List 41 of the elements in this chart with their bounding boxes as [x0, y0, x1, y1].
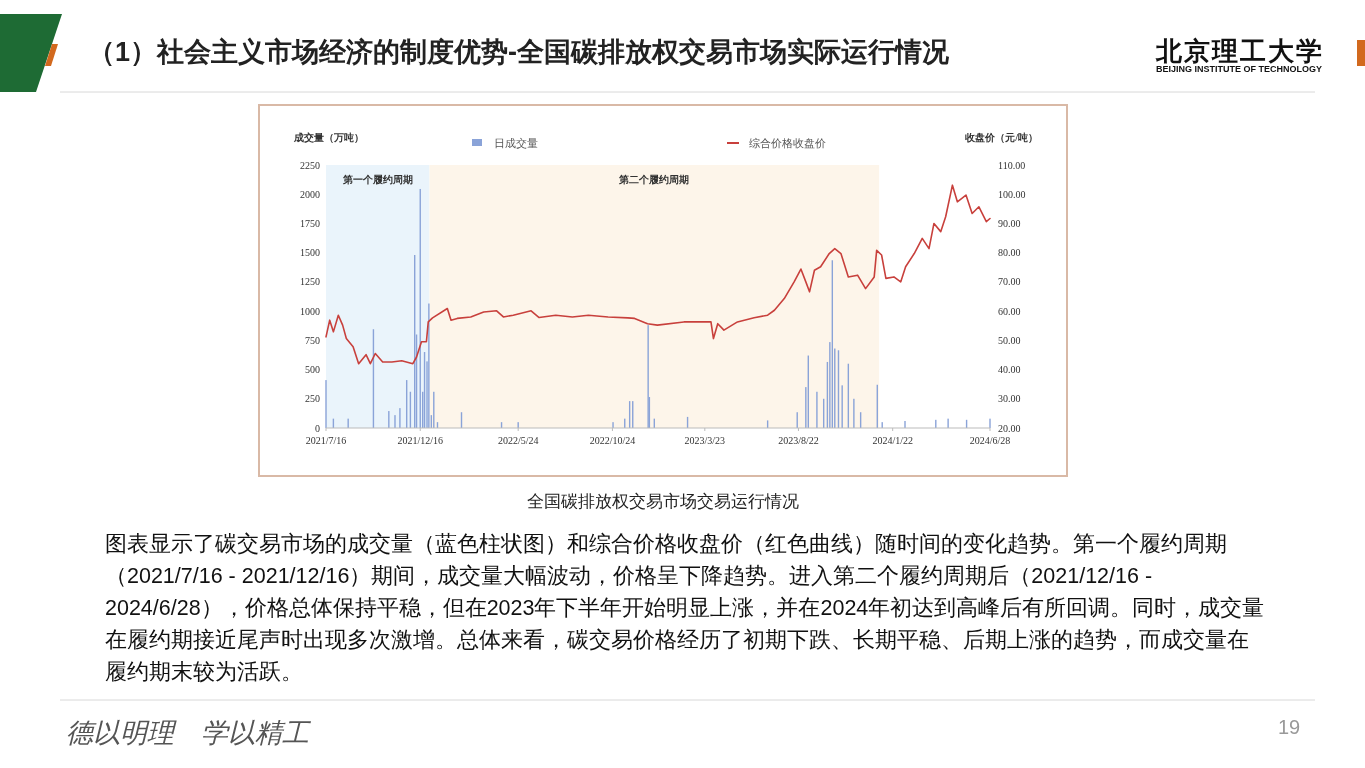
band-label: 第二个履约周期	[618, 174, 690, 185]
y-tick-label: 1000	[300, 305, 320, 317]
y-tick-label: 500	[305, 364, 320, 376]
y2-tick-label: 80.00	[998, 247, 1021, 259]
chart-title: （1）社会主义市场经济的制度优势-全国碳排放权交易市场实际运行情况	[88, 36, 950, 69]
x-tick-label: 2022/5/24	[497, 435, 539, 446]
text: 全国碳排放权交易市场交易运行情况	[526, 491, 800, 513]
y2-tick-label: 70.00	[998, 276, 1021, 288]
legend-label: 日成交量	[494, 137, 538, 149]
y-tick-label: 750	[305, 334, 320, 346]
y-tick-label: 250	[305, 393, 320, 405]
y-tick-label: 0	[315, 422, 320, 434]
line-series	[325, 184, 991, 365]
text: BEIJING INSTITUTE OF TECHNOLOGY	[1156, 64, 1323, 74]
y2-tick-label: 110.00	[998, 159, 1026, 171]
x-tick-label: 2023/8/22	[778, 435, 819, 446]
y2-tick-label: 90.00	[998, 217, 1021, 229]
y2-tick-label: 40.00	[998, 364, 1021, 376]
y2-tick-label: 60.00	[998, 305, 1021, 317]
x-tick-label: 2023/3/23	[684, 435, 726, 446]
y-tick-label: 1750	[300, 217, 320, 229]
x-tick-label: 2022/10/24	[589, 435, 636, 446]
x-tick-label: 2024/1/22	[872, 435, 913, 446]
y2-tick-label: 50.00	[998, 334, 1021, 346]
text: 图表显示了碳交易市场的成交量（蓝色柱状图）和综合价格收盘价（红色曲线）随时间的变化趋势。第一个履约周期（2021/7/16 - 2021/12/16）期间，成交量大幅波动，价格呈下降趋势。进入第二个履约周期后（2021/12/16 - 2024/6/28），价格总体保持平稳，但在2023年下半年开始明显上涨，并在2024年初达到高峰后有所回调。同时，成交量在履约期接近尾声时出现多次激增。总体来看，碳交易价格经历了初期下跌、长期平稳、后期上涨的趋势，而成交量在履约期末较为活跃。	[105, 531, 1265, 686]
y2-tick-label: 30.00	[998, 393, 1021, 405]
y-tick-label: 1500	[300, 247, 320, 259]
x-tick-label: 2024/6/28	[969, 435, 1011, 446]
y2-axis-title: 收盘价（元/吨）	[965, 132, 1038, 143]
legend-label: 综合价格收盘价	[749, 137, 826, 149]
band-label: 第一个履约周期	[341, 174, 413, 185]
y-axis-title: 成交量（万吨）	[293, 132, 364, 143]
y2-tick-label: 100.00	[998, 188, 1026, 200]
text: 19	[1278, 716, 1301, 739]
y-tick-label: 2250	[300, 159, 320, 171]
text: 德以明理 学以精工	[66, 716, 309, 750]
y-tick-label: 2000	[300, 188, 320, 200]
y2-tick-label: 20.00	[998, 422, 1021, 434]
x-tick-label: 2021/7/16	[305, 435, 347, 446]
y-tick-label: 1250	[300, 276, 320, 288]
x-tick-label: 2021/12/16	[397, 435, 444, 446]
